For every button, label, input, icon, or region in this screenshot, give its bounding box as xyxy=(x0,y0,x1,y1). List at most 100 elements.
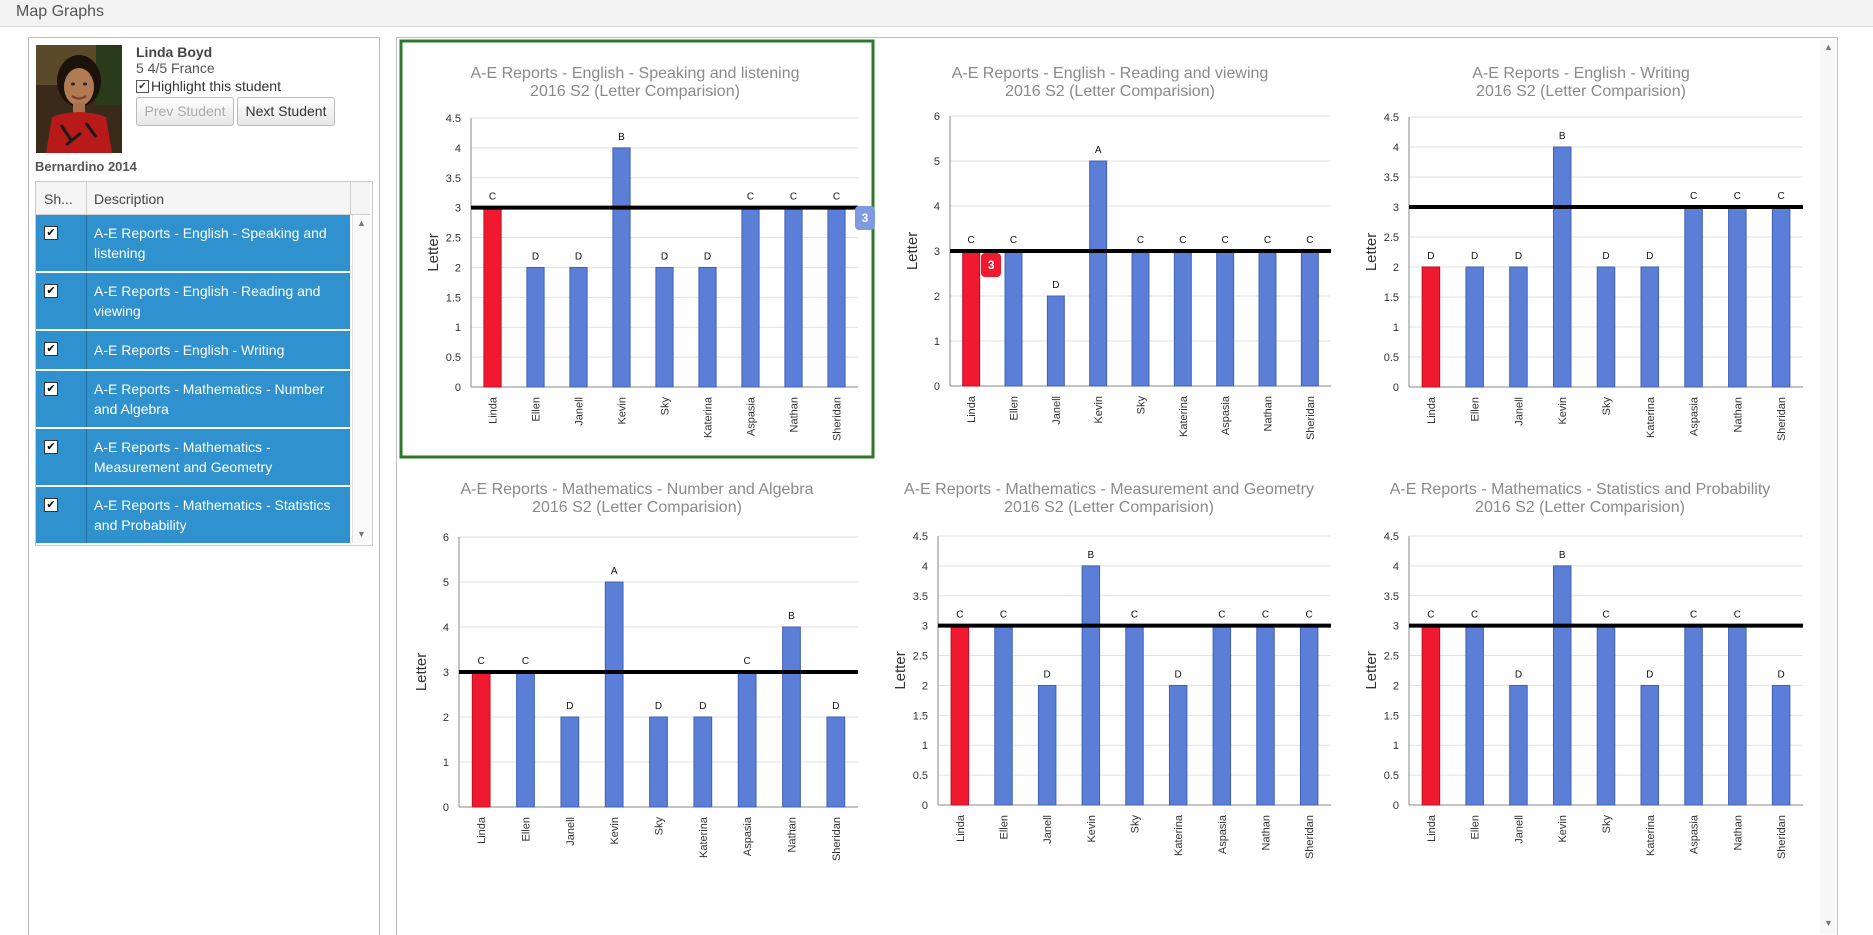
bar[interactable] xyxy=(1216,250,1235,387)
x-tick-label: Sheridan xyxy=(1776,397,1788,441)
bar[interactable] xyxy=(1509,266,1528,388)
x-tick-label: Sky xyxy=(654,817,666,836)
bar[interactable] xyxy=(655,266,674,388)
row-show-checkbox[interactable]: ✔ xyxy=(44,382,58,396)
highlighted-bar[interactable] xyxy=(950,625,970,806)
prev-student-button[interactable]: Prev Student xyxy=(136,97,234,126)
bar[interactable] xyxy=(1131,250,1150,387)
next-student-button[interactable]: Next Student xyxy=(237,97,335,126)
bar[interactable] xyxy=(604,581,624,808)
bar[interactable] xyxy=(1173,250,1192,387)
y-tick-label: 4 xyxy=(1393,142,1399,154)
group-label: Bernardino 2014 xyxy=(35,159,137,174)
bar[interactable] xyxy=(1089,160,1108,387)
bar[interactable] xyxy=(1256,625,1275,806)
bar[interactable] xyxy=(1596,266,1616,388)
bar[interactable] xyxy=(1684,206,1703,388)
bar[interactable] xyxy=(1125,625,1144,806)
bar[interactable] xyxy=(1465,625,1484,806)
highlighted-bar[interactable] xyxy=(1421,266,1441,388)
grid-row[interactable]: ✔ A-E Reports - Mathematics - Number and … xyxy=(36,371,350,429)
bar[interactable] xyxy=(1771,206,1791,388)
scroll-down-icon[interactable]: ▼ xyxy=(357,529,366,539)
highlighted-bar[interactable] xyxy=(962,250,981,387)
x-tick-label: Kevin xyxy=(617,397,629,425)
x-tick-label: Ellen xyxy=(999,815,1011,839)
bar[interactable] xyxy=(1299,625,1319,806)
bar[interactable] xyxy=(784,207,803,388)
bar[interactable] xyxy=(1258,250,1277,387)
grid-scrollbar[interactable]: ▲ ▼ xyxy=(352,215,371,543)
bar[interactable] xyxy=(1212,625,1232,806)
bar[interactable] xyxy=(1004,250,1023,387)
y-tick-label: 1 xyxy=(1393,740,1399,752)
bar[interactable] xyxy=(516,671,535,808)
highlight-student-checkbox[interactable]: ✔ Highlight this student xyxy=(136,78,281,94)
bar[interactable] xyxy=(826,716,846,808)
bar[interactable] xyxy=(1509,684,1528,806)
grid-row[interactable]: ✔ A-E Reports - English - Speaking and li… xyxy=(36,215,350,273)
charts-scroll-down-icon[interactable]: ▼ xyxy=(1824,918,1833,928)
bar[interactable] xyxy=(994,625,1013,806)
highlighted-bar[interactable] xyxy=(471,671,491,808)
bar[interactable] xyxy=(649,716,668,808)
y-tick-label: 0.5 xyxy=(446,352,461,364)
bar[interactable] xyxy=(1684,625,1703,806)
row-show-checkbox[interactable]: ✔ xyxy=(44,498,58,512)
y-tick-label: 4 xyxy=(934,201,940,213)
grid-row[interactable]: ✔ A-E Reports - English - Reading and vie… xyxy=(36,273,350,331)
x-tick-label: Aspasia xyxy=(1217,814,1229,854)
data-label: C xyxy=(956,610,963,621)
y-tick-label: 3 xyxy=(922,621,928,633)
checkbox-checked-icon[interactable]: ✔ xyxy=(136,79,149,93)
bar[interactable] xyxy=(827,207,846,388)
row-show-checkbox[interactable]: ✔ xyxy=(44,226,58,240)
grid-row[interactable]: ✔ A-E Reports - Mathematics - Statistics … xyxy=(36,487,350,545)
row-description: A-E Reports - English - Speaking and lis… xyxy=(94,225,327,261)
charts-scroll-up-icon[interactable]: ▲ xyxy=(1824,42,1833,52)
bar[interactable] xyxy=(560,716,580,808)
column-header-show[interactable]: Sh... xyxy=(44,191,73,207)
row-show-checkbox[interactable]: ✔ xyxy=(44,284,58,298)
bar[interactable] xyxy=(1465,266,1484,388)
grid-row[interactable]: ✔ A-E Reports - Mathematics - Measurement… xyxy=(36,429,350,487)
bar[interactable] xyxy=(1728,206,1747,388)
x-tick-label: Katerina xyxy=(698,816,710,858)
charts-scrollbar[interactable]: ▲ ▼ xyxy=(1820,40,1836,934)
chart-subtitle: 2016 S2 (Letter Comparision) xyxy=(1005,83,1215,100)
column-header-description[interactable]: Description xyxy=(94,191,165,207)
bar[interactable] xyxy=(1728,625,1747,806)
y-tick-label: 0 xyxy=(1393,382,1399,394)
bar[interactable] xyxy=(1300,250,1319,387)
row-show-checkbox[interactable]: ✔ xyxy=(44,440,58,454)
bar-chart: A-E Reports - English - Speaking and lis… xyxy=(399,39,875,459)
highlighted-bar[interactable] xyxy=(1421,625,1441,806)
bar[interactable] xyxy=(526,266,545,388)
data-label: D xyxy=(1515,251,1522,262)
scroll-up-icon[interactable]: ▲ xyxy=(357,218,366,228)
y-tick-label: 1.5 xyxy=(1384,292,1399,304)
bar[interactable] xyxy=(741,207,760,388)
highlighted-bar[interactable] xyxy=(483,207,502,388)
data-label: C xyxy=(968,235,975,246)
bar[interactable] xyxy=(612,147,631,388)
bar[interactable] xyxy=(1552,565,1572,806)
grid-row[interactable]: ✔ A-E Reports - English - Writing xyxy=(36,331,350,371)
bar[interactable] xyxy=(1640,266,1660,388)
bar[interactable] xyxy=(1640,684,1660,806)
bar[interactable] xyxy=(569,266,588,388)
bar[interactable] xyxy=(693,716,713,808)
bar[interactable] xyxy=(1552,146,1572,388)
bar[interactable] xyxy=(1046,295,1065,387)
bar[interactable] xyxy=(1771,684,1791,806)
bar[interactable] xyxy=(1081,565,1101,806)
bar[interactable] xyxy=(737,671,757,808)
bar[interactable] xyxy=(698,266,717,388)
bar[interactable] xyxy=(782,626,801,808)
row-show-checkbox[interactable]: ✔ xyxy=(44,342,58,356)
bar[interactable] xyxy=(1596,625,1616,806)
x-tick-label: Sky xyxy=(1601,815,1613,834)
bar[interactable] xyxy=(1168,684,1188,806)
bar[interactable] xyxy=(1037,684,1057,806)
